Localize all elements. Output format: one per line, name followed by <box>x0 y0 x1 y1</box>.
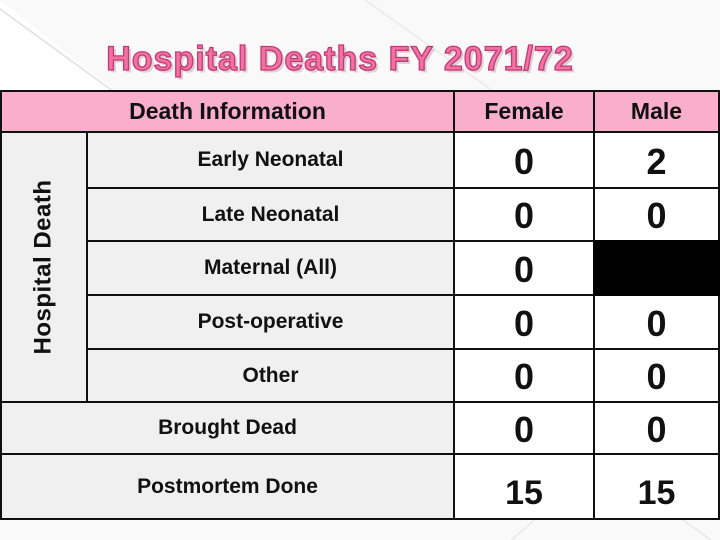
value-maternal-female: 0 <box>455 242 595 296</box>
value-brought-dead-male: 0 <box>595 403 718 455</box>
row-label-late-neonatal: Late Neonatal <box>88 189 455 242</box>
value-postmortem-done-male: 15 <box>595 455 718 518</box>
value-post-operative-male: 0 <box>595 296 718 350</box>
row-group-label: Hospital Death <box>30 179 57 355</box>
hospital-deaths-table: Death Information Female Male Hospital D… <box>0 90 720 520</box>
column-header-death-information: Death Information <box>2 92 455 133</box>
row-label-post-operative: Post-operative <box>88 296 455 350</box>
column-header-female: Female <box>455 92 595 133</box>
value-late-neonatal-male: 0 <box>595 189 718 242</box>
row-label-brought-dead: Brought Dead <box>2 403 455 455</box>
value-early-neonatal-female: 0 <box>455 133 595 189</box>
value-postmortem-done-female: 15 <box>455 455 595 518</box>
row-group-hospital-death: Hospital Death <box>2 133 88 403</box>
value-other-female: 0 <box>455 350 595 403</box>
value-other-male: 0 <box>595 350 718 403</box>
row-label-postmortem-done: Postmortem Done <box>2 455 455 518</box>
row-label-early-neonatal: Early Neonatal <box>88 133 455 189</box>
value-post-operative-female: 0 <box>455 296 595 350</box>
value-late-neonatal-female: 0 <box>455 189 595 242</box>
row-label-other: Other <box>88 350 455 403</box>
value-brought-dead-female: 0 <box>455 403 595 455</box>
value-early-neonatal-male: 2 <box>595 133 718 189</box>
column-header-male: Male <box>595 92 718 133</box>
row-label-maternal-all: Maternal (All) <box>88 242 455 296</box>
redaction-box <box>593 240 720 296</box>
slide-title: Hospital Deaths FY 2071/72 <box>106 39 574 78</box>
